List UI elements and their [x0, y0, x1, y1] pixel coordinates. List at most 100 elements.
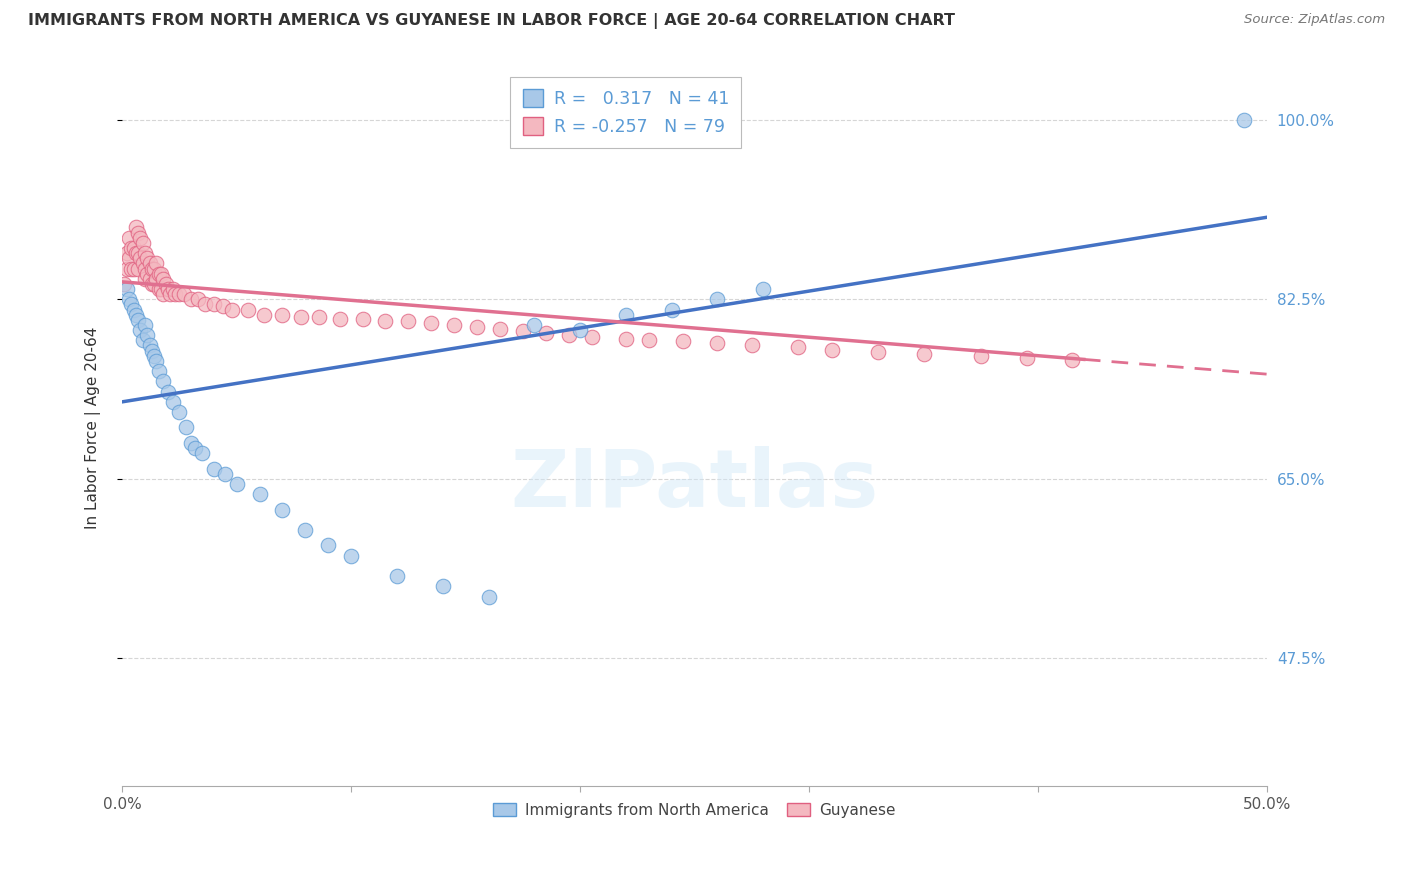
Point	[180, 293, 202, 307]
Point	[127, 261, 149, 276]
Point	[249, 487, 271, 501]
Point	[112, 277, 135, 291]
Point	[125, 308, 148, 322]
Text: Source: ZipAtlas.com: Source: ZipAtlas.com	[1244, 13, 1385, 27]
Point	[191, 446, 214, 460]
Point	[752, 282, 775, 296]
Point	[138, 338, 160, 352]
Point	[150, 267, 173, 281]
Point	[221, 302, 243, 317]
Point	[138, 256, 160, 270]
Point	[159, 287, 181, 301]
Point	[141, 343, 163, 358]
Point	[134, 272, 156, 286]
Point	[138, 272, 160, 286]
Point	[134, 318, 156, 332]
Point	[134, 261, 156, 276]
Point	[122, 241, 145, 255]
Point	[145, 272, 167, 286]
Point	[152, 375, 174, 389]
Point	[1062, 352, 1084, 367]
Point	[432, 579, 454, 593]
Point	[152, 272, 174, 286]
Point	[866, 344, 889, 359]
Point	[120, 261, 142, 276]
Point	[136, 328, 159, 343]
Point	[174, 420, 197, 434]
Point	[706, 336, 728, 351]
Point	[136, 267, 159, 281]
Point	[120, 241, 142, 255]
Point	[396, 314, 419, 328]
Point	[329, 311, 352, 326]
Point	[127, 226, 149, 240]
Point	[465, 320, 488, 334]
Point	[741, 338, 763, 352]
Point	[253, 308, 276, 322]
Point	[155, 277, 177, 291]
Point	[148, 267, 170, 281]
Point	[150, 282, 173, 296]
Point	[271, 502, 294, 516]
Point	[489, 322, 512, 336]
Point	[184, 441, 207, 455]
Point	[661, 302, 683, 317]
Point	[136, 252, 159, 266]
Point	[145, 354, 167, 368]
Legend: Immigrants from North America, Guyanese: Immigrants from North America, Guyanese	[485, 795, 904, 825]
Point	[152, 287, 174, 301]
Point	[115, 261, 138, 276]
Point	[132, 256, 155, 270]
Point	[145, 256, 167, 270]
Point	[912, 346, 935, 360]
Point	[202, 461, 225, 475]
Point	[385, 569, 408, 583]
Point	[127, 246, 149, 260]
Point	[163, 287, 186, 301]
Point	[118, 231, 141, 245]
Point	[148, 364, 170, 378]
Point	[180, 436, 202, 450]
Point	[614, 308, 637, 322]
Point	[1233, 112, 1256, 127]
Point	[143, 261, 166, 276]
Point	[132, 235, 155, 250]
Point	[569, 323, 592, 337]
Y-axis label: In Labor Force | Age 20-64: In Labor Force | Age 20-64	[86, 326, 101, 529]
Point	[706, 293, 728, 307]
Point	[534, 326, 557, 340]
Point	[120, 297, 142, 311]
Point	[187, 293, 209, 307]
Point	[443, 318, 465, 332]
Point	[970, 349, 993, 363]
Point	[122, 261, 145, 276]
Point	[557, 328, 579, 343]
Point	[786, 341, 808, 355]
Point	[1015, 351, 1038, 365]
Point	[143, 349, 166, 363]
Point	[129, 323, 152, 337]
Point	[581, 330, 603, 344]
Point	[122, 302, 145, 317]
Point	[290, 310, 312, 324]
Point	[129, 252, 152, 266]
Point	[294, 523, 316, 537]
Point	[637, 334, 659, 348]
Point	[148, 282, 170, 296]
Point	[169, 405, 191, 419]
Point	[225, 476, 247, 491]
Point	[141, 277, 163, 291]
Point	[115, 282, 138, 296]
Point	[512, 324, 534, 338]
Point	[374, 314, 396, 328]
Point	[156, 282, 179, 296]
Point	[214, 467, 236, 481]
Point	[271, 308, 294, 322]
Point	[236, 302, 259, 317]
Point	[143, 277, 166, 291]
Text: IMMIGRANTS FROM NORTH AMERICA VS GUYANESE IN LABOR FORCE | AGE 20-64 CORRELATION: IMMIGRANTS FROM NORTH AMERICA VS GUYANES…	[28, 13, 955, 29]
Point	[523, 318, 546, 332]
Point	[118, 293, 141, 307]
Point	[316, 538, 339, 552]
Point	[162, 395, 184, 409]
